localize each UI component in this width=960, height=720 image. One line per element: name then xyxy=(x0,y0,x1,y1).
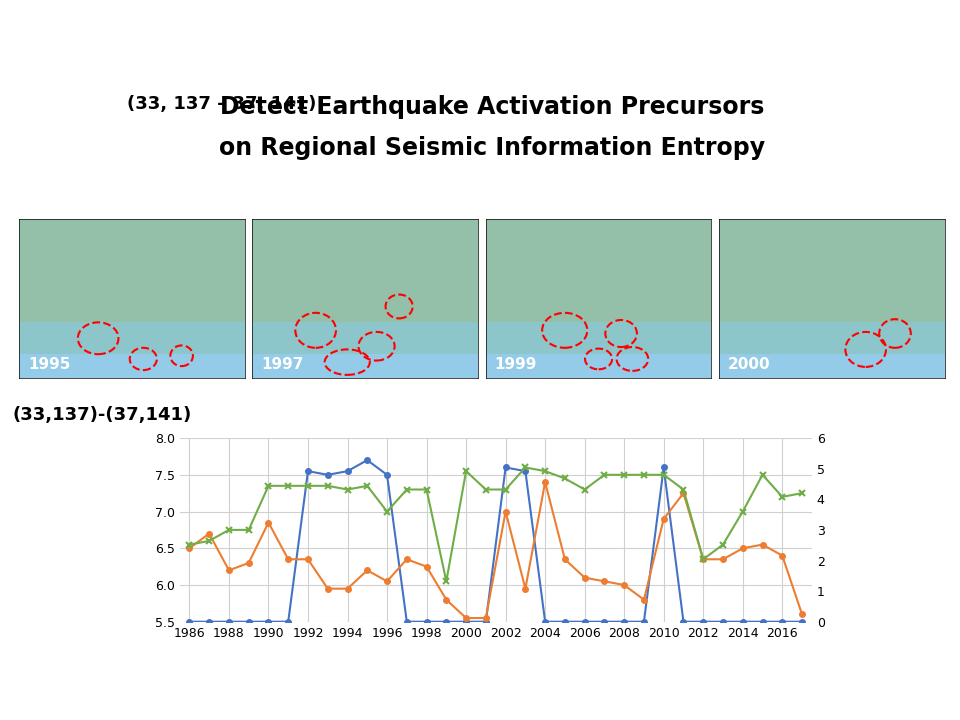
Text: (33,137)-(37,141): (33,137)-(37,141) xyxy=(12,406,191,424)
Text: 2000: 2000 xyxy=(728,356,771,372)
Text: 1999: 1999 xyxy=(494,356,538,372)
Bar xyxy=(252,323,478,378)
Text: on Regional Seismic Information Entropy: on Regional Seismic Information Entropy xyxy=(219,137,765,161)
Bar xyxy=(719,323,945,378)
Text: 1997: 1997 xyxy=(261,356,304,372)
Text: 1995: 1995 xyxy=(28,356,71,372)
Bar xyxy=(19,219,245,354)
Bar xyxy=(719,219,945,354)
Bar xyxy=(486,323,711,378)
Bar xyxy=(486,219,711,354)
Bar xyxy=(252,219,478,354)
Text: (33, 137 – 37, 141): (33, 137 – 37, 141) xyxy=(128,95,317,113)
Bar xyxy=(19,323,245,378)
Text: Detect Earthquake Activation Precursors: Detect Earthquake Activation Precursors xyxy=(220,95,764,120)
